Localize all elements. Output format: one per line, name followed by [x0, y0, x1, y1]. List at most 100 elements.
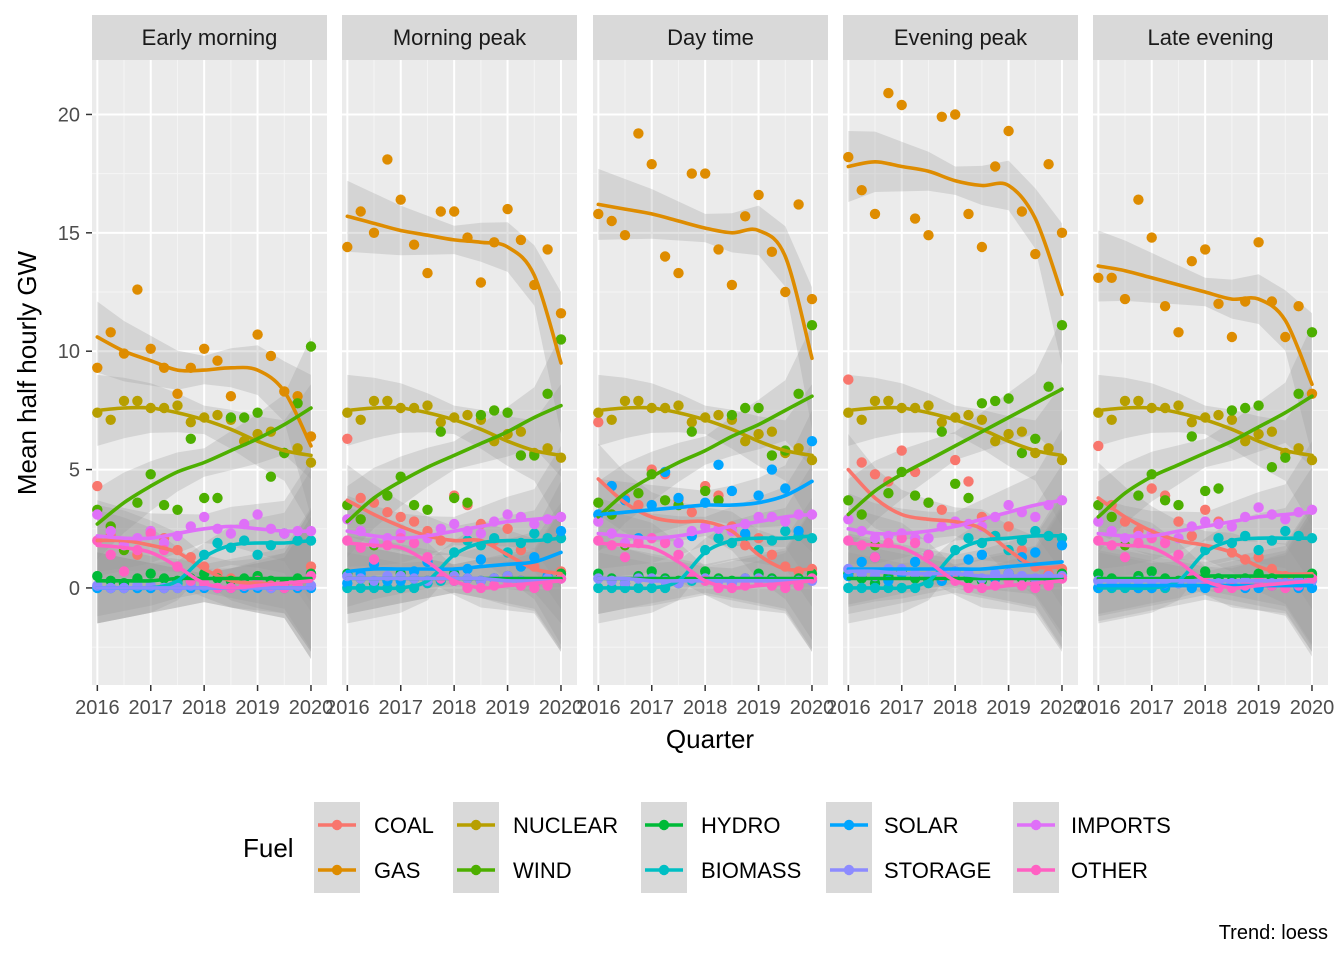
facet-label: Early morning — [142, 25, 278, 50]
point-wind — [633, 488, 644, 499]
legend-key-point — [658, 864, 670, 876]
confidence-band-imports — [598, 443, 812, 586]
trend-line-imports — [95, 524, 313, 541]
point-gas — [1186, 256, 1198, 267]
point-wind — [1133, 490, 1144, 501]
x-tick-label: 2018 — [933, 697, 978, 719]
point-wind — [489, 405, 500, 416]
point-coal — [502, 523, 513, 534]
point-imports — [1253, 502, 1264, 513]
confidence-band-wind — [97, 337, 311, 560]
point-gas — [606, 215, 617, 227]
point-nuclear — [990, 436, 1001, 447]
point-imports — [1280, 514, 1291, 525]
point-coal — [896, 445, 907, 456]
point-solar — [793, 525, 804, 537]
point-gas — [673, 267, 684, 279]
legend-key-point — [331, 864, 343, 876]
trend-line-solar — [846, 560, 1064, 571]
point-wind — [843, 495, 854, 506]
x-tick-label: 2019 — [485, 697, 530, 719]
confidence-band-imports — [347, 445, 561, 588]
point-gas — [869, 208, 881, 220]
trend-lines — [95, 335, 313, 591]
point-gas — [806, 293, 818, 305]
point-wind — [305, 341, 317, 352]
point-solar — [555, 525, 567, 537]
point-biomass — [1213, 533, 1224, 544]
point-nuclear — [435, 417, 446, 428]
point-wind — [1016, 447, 1028, 459]
point-gas — [105, 327, 116, 338]
point-solar — [713, 459, 724, 470]
point-gas — [132, 284, 143, 295]
trend-line-biomass — [345, 536, 563, 591]
trend-line-wind — [95, 406, 313, 526]
facet-strip — [593, 15, 828, 60]
point-imports — [869, 533, 881, 544]
y-axis: 0 5 10 15 20 — [58, 104, 92, 600]
facet-panel: Evening peak 2016 2017 2018 2019 2020 — [826, 15, 1084, 719]
x-tick-label: 2017 — [129, 697, 174, 719]
legend-key-point — [470, 864, 482, 876]
y-axis-title: Mean half hourly GW — [12, 250, 42, 495]
point-gas — [633, 128, 644, 139]
facet-label: Evening peak — [894, 25, 1028, 50]
point-gas — [990, 161, 1001, 172]
point-solar — [976, 549, 988, 560]
facet-panel: Late evening 2016 2017 2018 2019 2020 — [1076, 15, 1334, 719]
point-imports — [1003, 499, 1014, 511]
point-nuclear — [606, 414, 617, 425]
point-coal — [1146, 483, 1157, 494]
trend-line-other — [596, 541, 814, 590]
point-gas — [368, 227, 380, 238]
point-gas — [435, 206, 446, 217]
point-hydro — [1200, 566, 1211, 577]
point-nuclear — [686, 417, 697, 428]
point-nuclear — [1056, 454, 1068, 466]
point-wind — [292, 398, 303, 409]
point-solar — [646, 499, 657, 511]
point-gas — [342, 241, 353, 253]
trend-line-imports — [1096, 510, 1314, 539]
point-wind — [659, 495, 671, 506]
confidence-band-wind — [1098, 325, 1312, 553]
point-gas — [1253, 237, 1264, 248]
point-other — [1159, 537, 1171, 549]
trend-line-other — [95, 543, 313, 590]
point-gas — [1003, 125, 1014, 137]
point-nuclear — [936, 417, 947, 428]
point-wind — [1030, 433, 1041, 444]
point-wind — [502, 407, 513, 418]
trend-line-nuclear — [846, 405, 1064, 458]
point-solar — [726, 485, 738, 497]
point-nuclear — [673, 400, 684, 411]
point-nuclear — [462, 409, 473, 421]
trend-line-solar — [596, 479, 814, 517]
point-other — [619, 552, 631, 563]
legend-label: SOLAR — [884, 813, 959, 838]
point-gas — [780, 286, 791, 298]
point-imports — [225, 528, 237, 539]
point-biomass — [1030, 525, 1041, 537]
x-tick-label: 2020 — [1290, 697, 1335, 719]
point-coal — [355, 492, 366, 504]
point-solar — [475, 554, 487, 565]
legend-label: IMPORTS — [1071, 813, 1171, 838]
point-nuclear — [963, 409, 974, 421]
point-wind — [382, 490, 393, 501]
point-gas — [619, 230, 631, 241]
point-gas — [265, 350, 277, 362]
x-tick-label: 2019 — [235, 697, 280, 719]
y-tick-label: 5 — [69, 460, 80, 482]
point-coal — [843, 374, 854, 385]
point-wind — [239, 412, 250, 423]
legend-label: BIOMASS — [701, 858, 801, 883]
legend-item-solar: SOLAR — [826, 802, 959, 848]
point-coal — [395, 511, 406, 523]
trend-line-imports — [596, 512, 814, 541]
point-nuclear — [1240, 436, 1251, 447]
point-imports — [529, 518, 540, 530]
point-imports — [252, 509, 263, 520]
